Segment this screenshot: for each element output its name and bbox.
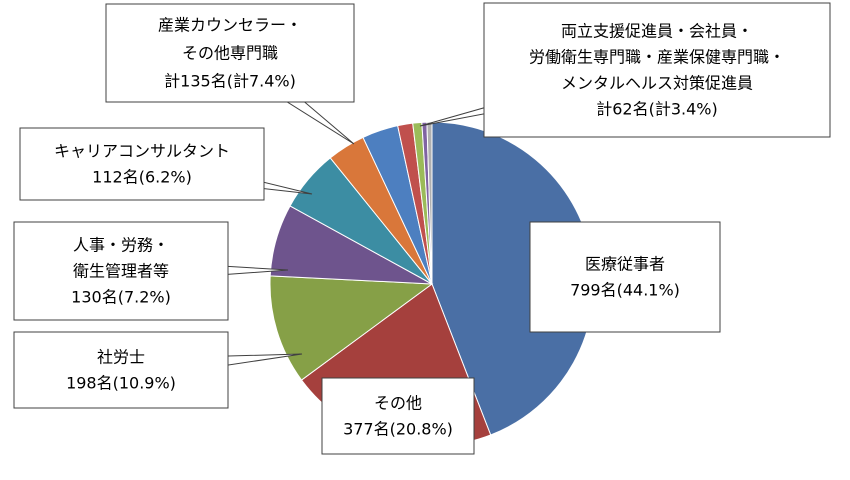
- pie-slices: [269, 121, 595, 447]
- callout-box-career: [19, 127, 265, 201]
- data-label-support_group-line-2: 労働衛生専門職・産業保健専門職・: [529, 48, 785, 67]
- pie-slice-sharoushi: [269, 275, 434, 381]
- data-label-sharoushi-line-1: 社労士: [97, 348, 145, 367]
- callout-box-sharoushi: [13, 331, 229, 409]
- data-label-medical-line-2: 799名(44.1%): [570, 281, 680, 300]
- data-label-counselor_group-line-2: その他専門職: [182, 44, 278, 63]
- callout-hr: 人事・労務・衛生管理者等 130名(7.2%): [13, 221, 229, 321]
- callout-career: キャリアコンサルタント 112名(6.2%): [19, 127, 265, 201]
- data-label-medical-line-1: 医療従事者: [585, 255, 665, 274]
- data-label-sharoushi-line-2: 198名(10.9%): [66, 374, 176, 393]
- callouts: 医療従事者 799名(44.1%) その他 377名(20.8%) 社労士 198名(10…: [13, 2, 831, 455]
- callout-box-other: [321, 377, 475, 455]
- data-label-other-line-1: その他: [374, 394, 422, 413]
- data-label-counselor_group-line-1: 産業カウンセラー・: [158, 16, 302, 35]
- callout-box-support_group: [483, 2, 831, 138]
- callout-other: その他 377名(20.8%): [321, 377, 475, 455]
- data-label-hr-line-1: 人事・労務・: [73, 236, 169, 255]
- data-label-hr-line-2: 衛生管理者等: [73, 262, 169, 281]
- callout-box-hr: [13, 221, 229, 321]
- data-label-career-line-2: 112名(6.2%): [92, 168, 192, 187]
- data-label-support_group-line-1: 両立支援促進員・会社員・: [561, 22, 753, 41]
- data-label-hr-line-3: 130名(7.2%): [71, 288, 171, 307]
- data-label-support_group-line-4: 計62名(計3.4%): [596, 100, 718, 119]
- data-label-other-line-2: 377名(20.8%): [343, 420, 453, 439]
- data-label-counselor_group-line-3: 計135名(計7.4%): [164, 72, 296, 91]
- callout-medical: 医療従事者 799名(44.1%): [529, 221, 721, 333]
- callout-box-medical: [529, 221, 721, 333]
- data-label-support_group-line-3: メンタルヘルス対策促進員: [561, 74, 753, 93]
- callout-sharoushi: 社労士 198名(10.9%): [13, 331, 229, 409]
- data-label-career-line-1: キャリアコンサルタント: [54, 142, 230, 161]
- callout-box-counselor_group: [105, 3, 355, 103]
- pie-slice-support_d: [426, 121, 433, 285]
- callout-support_group: 両立支援促進員・会社員・労働衛生専門職・産業保健専門職・メンタルヘルス対策促進員…: [483, 2, 831, 138]
